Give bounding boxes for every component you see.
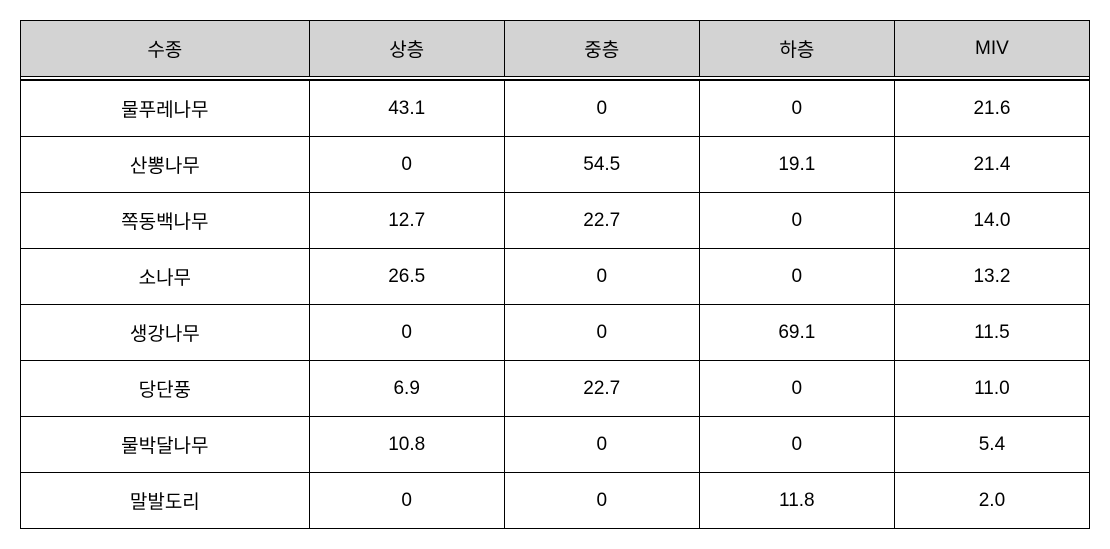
cell-lower: 0 [699,193,894,249]
cell-lower: 0 [699,361,894,417]
cell-upper: 12.7 [309,193,504,249]
cell-lower: 0 [699,417,894,473]
table-row: 생강나무 0 0 69.1 11.5 [21,305,1090,361]
table-row: 물박달나무 10.8 0 0 5.4 [21,417,1090,473]
cell-lower: 19.1 [699,137,894,193]
table-row: 산뽕나무 0 54.5 19.1 21.4 [21,137,1090,193]
cell-lower: 0 [699,249,894,305]
cell-upper: 10.8 [309,417,504,473]
cell-miv: 11.5 [894,305,1089,361]
col-header-species: 수종 [21,21,310,77]
col-header-miv: MIV [894,21,1089,77]
cell-species: 물푸레나무 [21,81,310,137]
table-header-row: 수종 상층 중층 하층 MIV [21,21,1090,77]
cell-lower: 69.1 [699,305,894,361]
cell-middle: 22.7 [504,193,699,249]
table-row: 당단풍 6.9 22.7 0 11.0 [21,361,1090,417]
cell-species: 산뽕나무 [21,137,310,193]
table-row: 말발도리 0 0 11.8 2.0 [21,473,1090,529]
species-table: 수종 상층 중층 하층 MIV 물푸레나무 43.1 0 0 21.6 산뽕나무… [20,20,1090,529]
cell-upper: 0 [309,473,504,529]
cell-upper: 26.5 [309,249,504,305]
table-row: 쪽동백나무 12.7 22.7 0 14.0 [21,193,1090,249]
cell-middle: 0 [504,417,699,473]
table-body: 물푸레나무 43.1 0 0 21.6 산뽕나무 0 54.5 19.1 21.… [21,81,1090,529]
cell-miv: 5.4 [894,417,1089,473]
cell-upper: 43.1 [309,81,504,137]
cell-miv: 2.0 [894,473,1089,529]
col-header-lower: 하층 [699,21,894,77]
cell-lower: 11.8 [699,473,894,529]
cell-lower: 0 [699,81,894,137]
data-table-wrap: 수종 상층 중층 하층 MIV 물푸레나무 43.1 0 0 21.6 산뽕나무… [20,20,1090,529]
header-separator [21,77,1090,80]
cell-miv: 11.0 [894,361,1089,417]
cell-species: 소나무 [21,249,310,305]
cell-middle: 0 [504,473,699,529]
cell-species: 당단풍 [21,361,310,417]
cell-miv: 14.0 [894,193,1089,249]
cell-middle: 0 [504,305,699,361]
cell-species: 말발도리 [21,473,310,529]
cell-miv: 21.6 [894,81,1089,137]
table-header: 수종 상층 중층 하층 MIV [21,21,1090,81]
cell-upper: 0 [309,305,504,361]
cell-middle: 0 [504,249,699,305]
table-row: 물푸레나무 43.1 0 0 21.6 [21,81,1090,137]
cell-species: 물박달나무 [21,417,310,473]
cell-miv: 13.2 [894,249,1089,305]
cell-species: 쪽동백나무 [21,193,310,249]
cell-upper: 6.9 [309,361,504,417]
cell-miv: 21.4 [894,137,1089,193]
cell-species: 생강나무 [21,305,310,361]
col-header-middle: 중층 [504,21,699,77]
cell-middle: 22.7 [504,361,699,417]
table-row: 소나무 26.5 0 0 13.2 [21,249,1090,305]
cell-middle: 0 [504,81,699,137]
col-header-upper: 상층 [309,21,504,77]
cell-upper: 0 [309,137,504,193]
cell-middle: 54.5 [504,137,699,193]
